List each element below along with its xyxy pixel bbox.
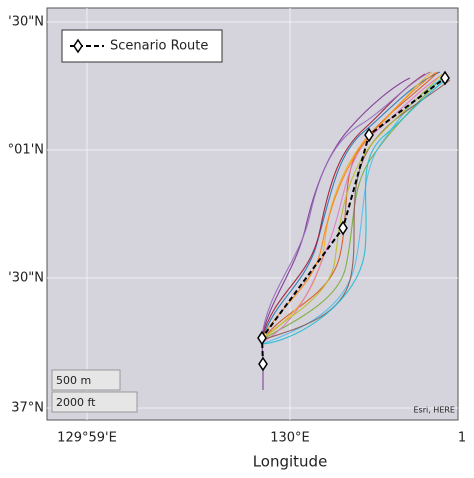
waypoint: [364, 127, 374, 143]
waypoint: [338, 220, 348, 236]
scale-label: 500 m: [56, 374, 91, 387]
route: [261, 73, 443, 341]
route: [261, 71, 437, 339]
scale-box: [51, 391, 138, 413]
route: [261, 71, 441, 341]
y-tick-label: °01'N: [8, 143, 44, 158]
waypoint: [440, 70, 450, 86]
attribution: Esri, HERE: [413, 406, 455, 415]
x-tick-label: 130°E: [270, 431, 310, 446]
y-tick-label: '30"N: [8, 15, 44, 30]
x-tick-label: 129°59'E: [57, 431, 117, 446]
routes: [261, 71, 451, 390]
waypoint: [258, 356, 268, 372]
route: [262, 77, 449, 345]
route: [262, 75, 441, 343]
y-tick-label: 37°N: [11, 401, 44, 416]
legend-label: Scenario Route: [110, 39, 208, 54]
route: [261, 71, 431, 337]
x-tick-label: 1: [458, 431, 466, 446]
scale-box: [51, 369, 121, 391]
legend: Scenario Route: [61, 29, 223, 63]
scale-label: 2000 ft: [56, 396, 96, 409]
waypoint: [257, 330, 267, 346]
map-area: [46, 7, 459, 421]
scenario-route: [257, 70, 450, 372]
route: [261, 79, 451, 341]
y-tick-label: '30"N: [8, 271, 44, 286]
route: [261, 73, 426, 339]
legend-marker: [73, 38, 83, 54]
route: [261, 79, 441, 345]
scale-bar: 500 m 2000 ft: [51, 369, 138, 413]
x-axis-title: Longitude: [253, 453, 328, 471]
